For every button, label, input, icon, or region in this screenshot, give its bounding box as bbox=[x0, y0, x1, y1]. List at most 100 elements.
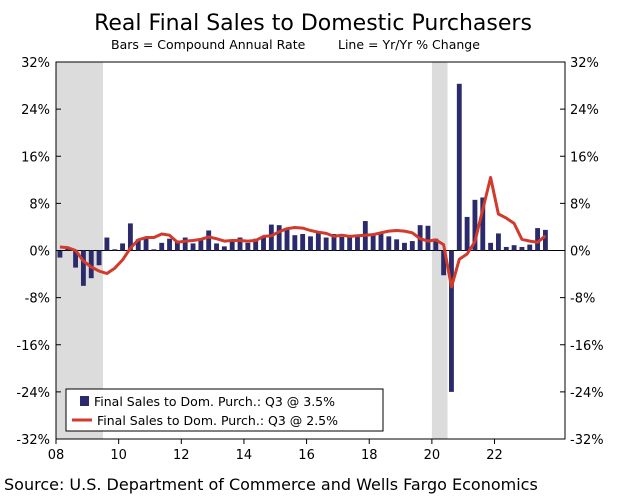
bar bbox=[104, 237, 110, 251]
bar bbox=[268, 224, 274, 251]
x-tick-label: 18 bbox=[361, 448, 378, 463]
bar bbox=[253, 238, 259, 251]
bar bbox=[206, 230, 212, 251]
bar bbox=[292, 235, 298, 251]
x-axis: 08 10 12 14 16 18 20 22 bbox=[48, 439, 503, 463]
bar bbox=[378, 232, 384, 251]
legend-label-line: Final Sales to Dom. Purch.: Q3 @ 2.5% bbox=[97, 413, 338, 428]
bar bbox=[237, 237, 243, 251]
legend-bar-swatch bbox=[80, 396, 89, 406]
bar bbox=[57, 250, 63, 258]
bar bbox=[503, 246, 509, 251]
bar bbox=[519, 246, 525, 251]
x-tick-label: 10 bbox=[110, 448, 127, 463]
bar bbox=[456, 83, 462, 251]
bar bbox=[151, 249, 157, 251]
y-tick-label-right: 8% bbox=[570, 197, 591, 212]
bar-series bbox=[57, 83, 548, 392]
bar bbox=[542, 229, 548, 251]
y-tick-label-left: -16% bbox=[16, 339, 50, 354]
x-tick-label: 16 bbox=[298, 448, 315, 463]
bar bbox=[488, 242, 494, 251]
bar bbox=[511, 245, 517, 251]
bar bbox=[167, 238, 172, 251]
bar bbox=[120, 243, 125, 251]
y-tick-label-right: -32% bbox=[570, 433, 604, 448]
bar bbox=[182, 237, 188, 251]
bar bbox=[355, 235, 360, 251]
bar bbox=[496, 233, 501, 251]
bar bbox=[472, 199, 478, 251]
x-tick-label: 12 bbox=[173, 448, 190, 463]
bar bbox=[214, 243, 219, 251]
bar bbox=[284, 228, 290, 251]
source-note: Source: U.S. Department of Commerce and … bbox=[4, 475, 538, 494]
x-tick-label: 08 bbox=[48, 448, 65, 463]
y-tick-label-right: -16% bbox=[570, 339, 604, 354]
bar bbox=[402, 242, 407, 251]
y-axis-left: 32% 24% 16% 8% 0% -8% -16% -24% -32% bbox=[16, 56, 61, 448]
bar bbox=[174, 240, 180, 251]
bar bbox=[441, 250, 447, 276]
bar bbox=[323, 237, 329, 251]
y-tick-label-right: 16% bbox=[570, 150, 599, 165]
bar bbox=[261, 236, 266, 251]
bar bbox=[315, 231, 321, 251]
bar bbox=[127, 223, 133, 251]
y-tick-label-left: 0% bbox=[29, 245, 50, 260]
bar bbox=[135, 239, 141, 251]
bar bbox=[394, 239, 400, 251]
y-tick-label-left: 16% bbox=[21, 150, 50, 165]
bar bbox=[88, 250, 94, 279]
subtitle-bars: Bars = Compound Annual Rate bbox=[111, 37, 306, 52]
bar bbox=[198, 238, 204, 251]
y-tick-label-right: 32% bbox=[570, 56, 599, 71]
bar bbox=[229, 241, 235, 251]
bar bbox=[425, 225, 431, 251]
y-tick-label-right: 0% bbox=[570, 245, 591, 260]
bar bbox=[65, 248, 71, 251]
bar bbox=[339, 236, 345, 251]
bar bbox=[535, 228, 541, 251]
x-tick-label: 22 bbox=[486, 448, 503, 463]
bar bbox=[190, 243, 196, 251]
bar bbox=[409, 241, 415, 251]
x-tick-label: 20 bbox=[424, 448, 441, 463]
bar bbox=[73, 250, 79, 268]
bar bbox=[433, 238, 439, 251]
y-tick-label-right: -24% bbox=[570, 386, 604, 401]
y-axis-right: 32% 24% 16% 8% 0% -8% -16% -24% -32% bbox=[560, 56, 604, 448]
bar bbox=[112, 249, 118, 251]
bar bbox=[80, 250, 86, 286]
bar bbox=[527, 244, 533, 251]
bar bbox=[300, 234, 306, 251]
bar bbox=[159, 242, 165, 251]
bar bbox=[464, 216, 470, 251]
bar bbox=[449, 250, 454, 392]
bar bbox=[331, 234, 337, 251]
bar bbox=[96, 250, 102, 266]
y-tick-label-left: 8% bbox=[29, 197, 50, 212]
line-series bbox=[59, 176, 547, 289]
x-tick-label: 14 bbox=[236, 448, 253, 463]
bar bbox=[221, 246, 227, 251]
y-tick-label-right: -8% bbox=[570, 292, 595, 307]
legend-box bbox=[65, 388, 384, 432]
bar bbox=[386, 236, 392, 251]
y-tick-label-left: -8% bbox=[25, 292, 50, 307]
legend: Final Sales to Dom. Purch.: Q3 @ 3.5% Fi… bbox=[65, 388, 384, 432]
y-tick-label-right: 24% bbox=[570, 103, 599, 118]
bar bbox=[143, 238, 149, 251]
subtitle-line: Line = Yr/Yr % Change bbox=[338, 37, 480, 52]
legend-label-bars: Final Sales to Dom. Purch.: Q3 @ 3.5% bbox=[94, 394, 335, 409]
bar bbox=[308, 236, 313, 251]
bar bbox=[276, 225, 282, 251]
bar bbox=[370, 233, 376, 251]
y-tick-label-left: -24% bbox=[16, 386, 50, 401]
bar bbox=[480, 197, 486, 251]
y-tick-label-left: 32% bbox=[21, 56, 50, 71]
bar bbox=[245, 242, 251, 251]
chart-title: Real Final Sales to Domestic Purchasers bbox=[94, 11, 532, 36]
y-tick-label-left: -32% bbox=[16, 433, 50, 448]
